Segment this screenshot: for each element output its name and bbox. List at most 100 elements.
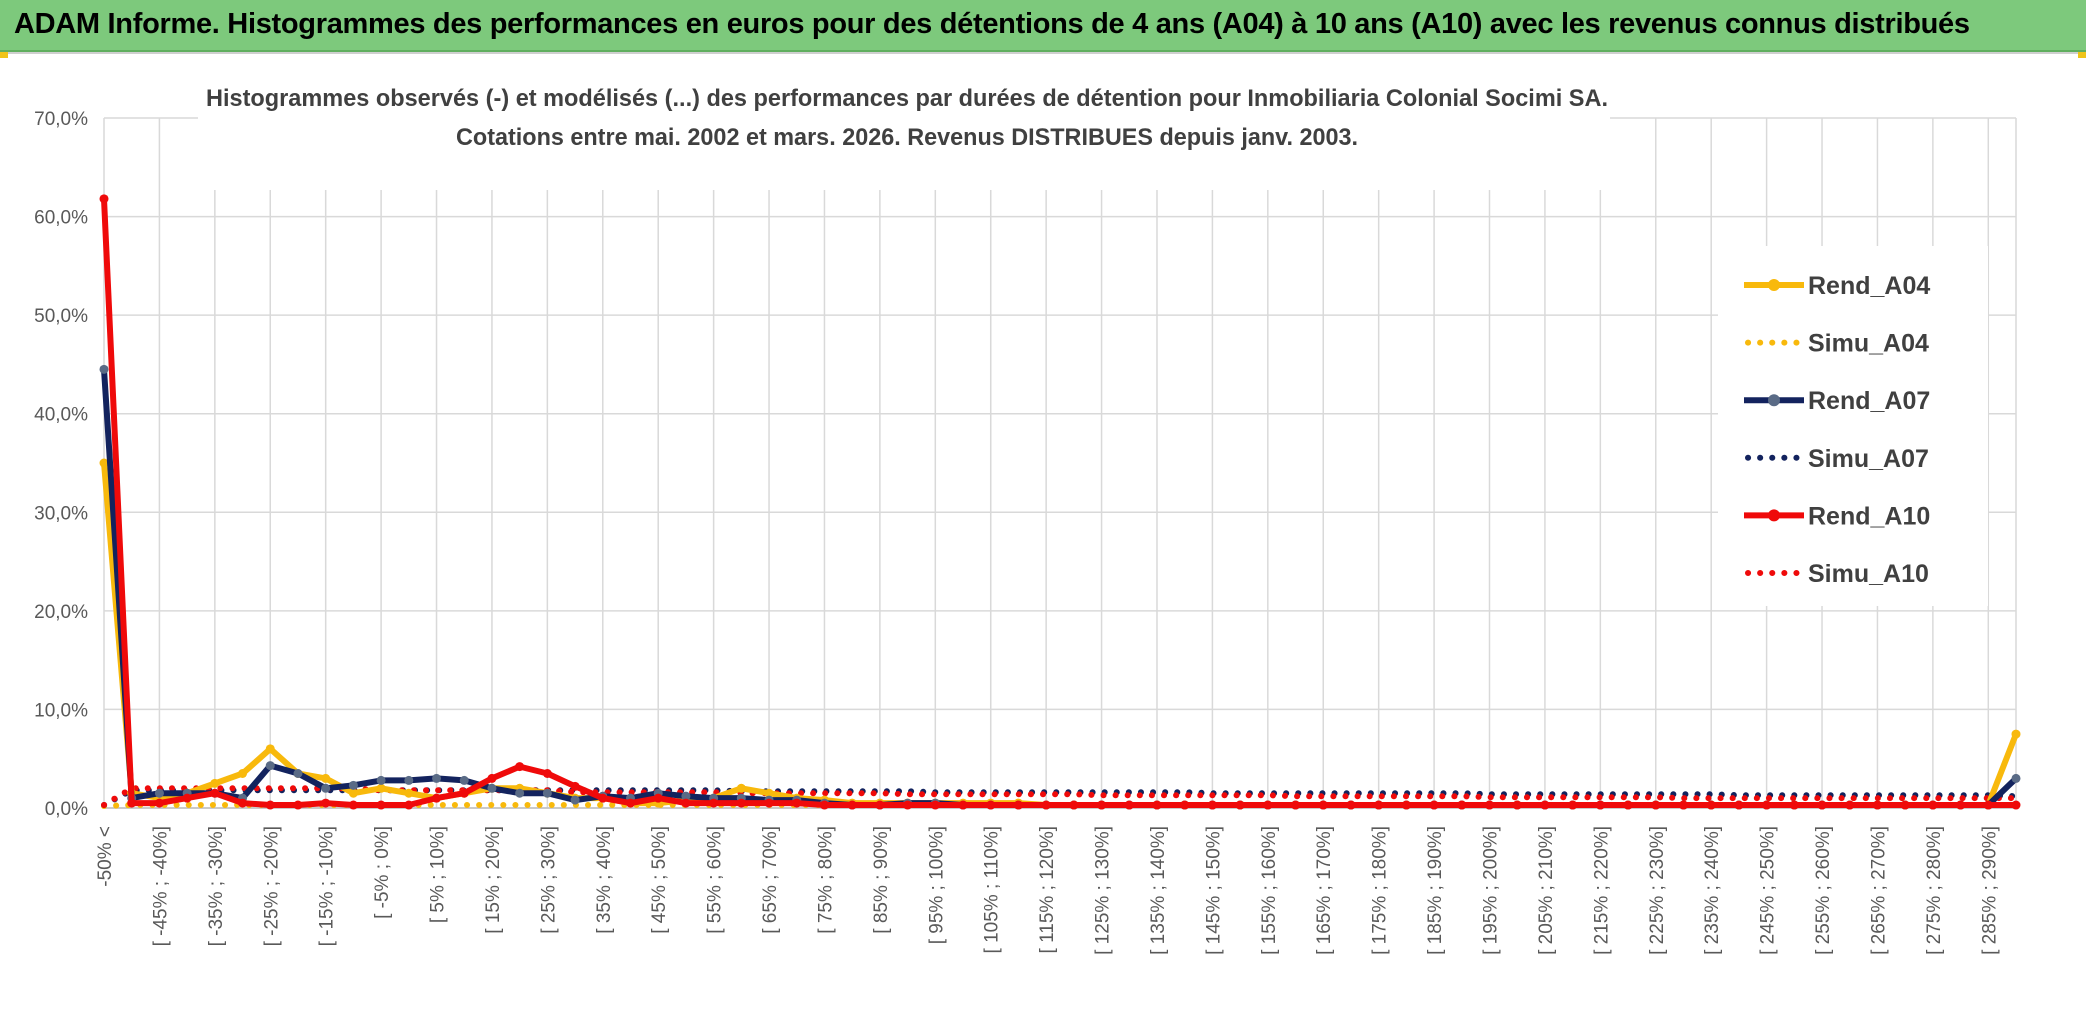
data-point-rend-a10 [598,793,608,803]
data-point-rend-a10 [958,800,968,810]
x-tick-label: [ 255% ; 260%] [1813,826,1834,955]
data-point-rend-a10 [459,788,469,798]
data-point-rend-a07 [265,761,275,771]
data-point-rend-a10 [1346,800,1356,810]
legend-item-simu-a04: Simu_A04 [1745,330,1929,358]
x-tick-label: -50% < [95,826,116,887]
data-point-rend-a10 [182,793,192,803]
data-point-rend-a10 [681,798,691,808]
x-tick-label: [ 35% ; 40%] [594,826,615,934]
data-point-rend-a10 [432,793,442,803]
data-point-rend-a10 [1845,800,1855,810]
data-point-rend-a07 [515,788,525,798]
data-point-rend-a10 [1291,800,1301,810]
data-point-rend-a10 [1069,800,1079,810]
data-point-rend-a10 [1512,800,1522,810]
chart-frame: 0,0% 10,0% 20,0% 30,0% 40,0% 50,0% 60,0% 70,0% -… [0,52,2086,1031]
data-point-rend-a10 [653,793,663,803]
chart-title-line: Histogrammes observés (-) et modélisés (… [206,85,1608,112]
x-tick-label: [ -15% ; -10%] [317,826,338,946]
data-point-rend-a10 [792,798,802,808]
legend-label-simu-a10: Simu_A10 [1808,560,1929,588]
x-tick-label: [ 265% ; 270%] [1868,826,1889,955]
data-point-rend-a07 [321,783,331,793]
data-point-rend-a10 [1013,800,1023,810]
legend-label-simu-a04: Simu_A04 [1808,330,1929,358]
data-point-rend-a10 [986,800,996,810]
legend-item-rend-a04: Rend_A04 [1744,272,1930,300]
y-tick-label: 50,0% [34,306,88,327]
y-tick-label: 20,0% [34,602,88,623]
report-title-banner: ADAM Informe. Histogrammes des performan… [0,0,2086,52]
data-point-rend-a10 [404,800,414,810]
legend: Rend_A04 Simu_A04 Rend_A07 Simu_A07 Rend_A10… [1718,246,1988,606]
data-point-rend-a10 [930,800,940,810]
x-tick-label: [ 45% ; 50%] [649,826,670,934]
data-point-rend-a10 [1457,800,1467,810]
data-point-rend-a04 [348,788,358,798]
data-point-rend-a10 [1429,800,1439,810]
data-point-rend-a10 [127,798,137,808]
y-tick-label: 60,0% [34,208,88,229]
x-tick-label: [ 145% ; 150%] [1203,826,1224,955]
data-point-rend-a07 [570,795,580,805]
legend-label-rend-a10: Rend_A10 [1808,502,1930,530]
data-point-rend-a10 [875,800,885,810]
data-point-rend-a07 [459,775,469,785]
data-point-rend-a10 [1651,800,1661,810]
legend-item-simu-a07: Simu_A07 [1745,445,1929,473]
data-point-rend-a10 [847,800,857,810]
data-point-rend-a10 [1097,800,1107,810]
axes: 0,0% 10,0% 20,0% 30,0% 40,0% 50,0% 60,0% 70,0% -… [34,109,2016,955]
data-point-rend-a10 [348,800,358,810]
report-title: ADAM Informe. Histogrammes des performan… [14,8,1970,40]
data-point-rend-a07 [487,783,497,793]
x-tick-label: [ 15% ; 20%] [483,826,504,934]
x-tick-label: [ 155% ; 160%] [1259,826,1280,955]
x-tick-label: [ 175% ; 180%] [1370,826,1391,955]
data-point-rend-a10 [764,798,774,808]
data-point-rend-a07 [154,788,164,798]
legend-item-simu-a10: Simu_A10 [1745,560,1929,588]
legend-item-rend-a10: Rend_A10 [1744,502,1930,530]
x-tick-label: [ 195% ; 200%] [1481,826,1502,955]
data-point-rend-a10 [1623,800,1633,810]
x-tick-label: [ 115% ; 120%] [1037,826,1058,953]
data-point-rend-a10 [1485,800,1495,810]
data-point-rend-a10 [99,194,109,204]
x-tick-label: [ 85% ; 90%] [871,826,892,934]
legend-backing [1718,246,1988,606]
data-point-rend-a07 [542,788,552,798]
x-tick-label: [ 205% ; 210%] [1536,826,1557,955]
x-tick-label: [ 235% ; 240%] [1702,826,1723,955]
data-point-rend-a10 [709,798,719,808]
data-point-rend-a10 [376,800,386,810]
legend-label-rend-a04: Rend_A04 [1808,272,1930,300]
series-line-rend-a10 [101,195,2019,808]
data-point-rend-a10 [1928,800,1938,810]
data-point-rend-a10 [2011,800,2021,810]
data-point-rend-a10 [625,798,635,808]
data-point-rend-a07 [99,364,109,374]
data-point-rend-a10 [1956,800,1966,810]
x-tick-label: [ 215% ; 220%] [1591,826,1612,955]
data-point-rend-a10 [1817,800,1827,810]
series-line-simu-a10 [101,785,2019,808]
data-point-rend-a10 [1235,800,1245,810]
data-point-rend-a10 [487,773,497,783]
data-point-rend-a07 [2011,773,2021,783]
legend-marker-rend-a10 [1768,509,1780,522]
series [99,194,2021,810]
x-tick-label: [ 165% ; 170%] [1314,826,1335,955]
y-tick-label: 10,0% [34,700,88,721]
x-tick-label: [ 125% ; 130%] [1093,826,1114,955]
data-point-rend-a10 [1900,800,1910,810]
x-tick-label: [ 5% ; 10%] [428,826,449,923]
legend-label-simu-a07: Simu_A07 [1808,445,1929,473]
series-simu-a07 [101,787,2019,808]
x-tick-label: [ 245% ; 250%] [1758,826,1779,955]
data-point-rend-a10 [1678,800,1688,810]
data-point-rend-a07 [681,791,691,801]
x-tick-label: [ 105% ; 110%] [982,826,1003,953]
x-tick-label: [ -25% ; -20%] [261,826,282,946]
